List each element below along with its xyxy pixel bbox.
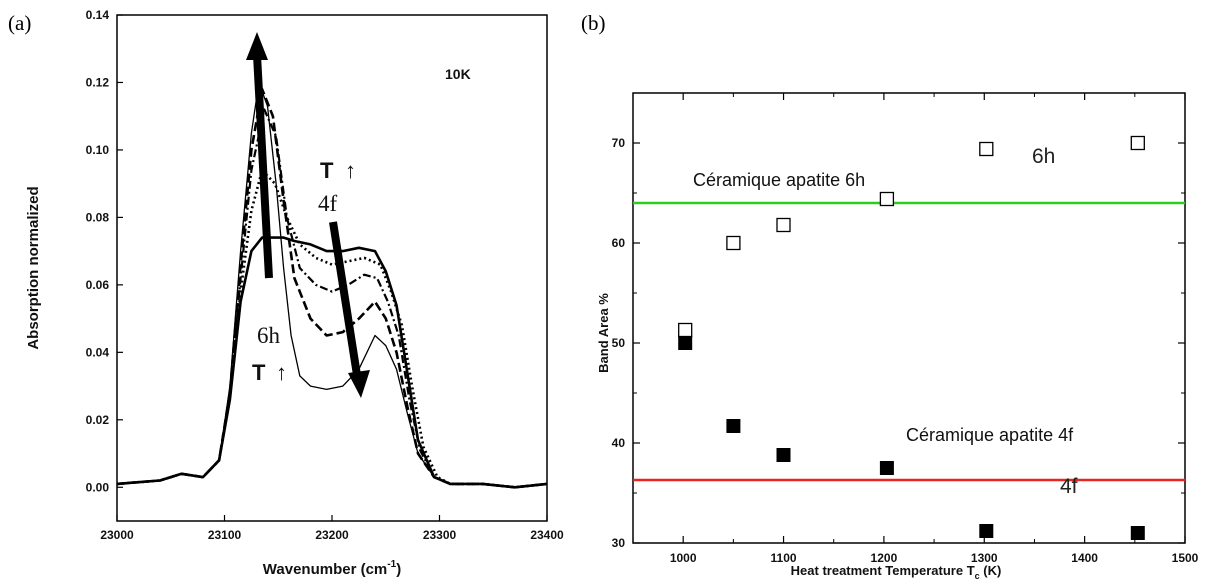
ref-label-6h: Céramique apatite 6h [693, 170, 865, 190]
label-6h-a: 6h [257, 323, 281, 348]
x-tick-label-a-4: 23400 [530, 528, 564, 542]
chart-panel-a: (a) 23000 23100 23200 23300 23400 0.00 0.02 0.0… [8, 8, 564, 578]
x-tick-label-b-4: 1400 [1071, 551, 1098, 565]
spectrum-line-1 [116, 81, 548, 488]
label-4f-a: 4f [318, 191, 338, 216]
x-tick-label-b-1: 1100 [771, 551, 797, 565]
y-tick-label-b-3: 60 [612, 236, 626, 250]
y-tick-label-a-6: 0.12 [86, 75, 110, 89]
y-tick-label-a-3: 0.06 [86, 278, 110, 292]
y-axis-label-a: Absorption normalized [25, 186, 42, 349]
ref-label-4f: Céramique apatite 4f [906, 425, 1074, 445]
y-tick-label-a-0: 0.00 [86, 480, 110, 494]
arrow-4f-down-head [348, 370, 370, 398]
y-axis-label-b: Band Area % [596, 293, 611, 373]
x-tick-label-b-5: 1500 [1172, 551, 1199, 565]
spectra-curves [116, 81, 548, 489]
axis-ticks-b: 1000 1100 1200 1300 1400 1500 30 40 50 60 70 [612, 93, 1199, 565]
x-axis-label-b: Heat treatment Temperature Tc (K) [791, 563, 1002, 581]
series-label-6h: 6h [1032, 145, 1055, 168]
spectrum-line-2 [116, 87, 548, 489]
arrows-a [246, 32, 370, 398]
x-tick-label-b-3: 1300 [971, 551, 998, 565]
x-tick-label-b-0: 1000 [670, 551, 697, 565]
axis-ticks-a: 23000 23100 23200 23300 23400 0.00 0.02 0.04 0.0… [86, 8, 564, 542]
y-tick-label-a-2: 0.04 [86, 345, 110, 359]
scatter-point-6h-5 [1130, 135, 1145, 151]
scatter-point-4f-5 [1130, 526, 1145, 540]
scatter-point-6h-4 [979, 141, 994, 157]
scatter-point-6h-2 [776, 217, 791, 233]
x-tick-label-a-3: 23300 [423, 528, 457, 542]
x-tick-label-a-2: 23200 [315, 528, 349, 542]
plot-frame-a [116, 14, 548, 522]
scatter-point-4f-1 [726, 419, 741, 433]
t-arrow-label-lower: T [252, 360, 266, 385]
up-arrow-icon-lower: ↑ [276, 360, 287, 385]
scatter-point-6h-3 [879, 191, 895, 207]
y-tick-label-b-1: 40 [612, 436, 626, 450]
y-tick-label-a-1: 0.02 [86, 413, 110, 427]
arrow-6h-up [253, 54, 273, 279]
reference-lines [633, 201, 1185, 482]
scatter-point-4f-2 [776, 448, 791, 462]
plot-frame-b [632, 92, 1186, 544]
spectrum-line-5 [116, 236, 548, 489]
y-tick-label-a-7: 0.14 [86, 8, 110, 22]
temperature-label: 10K [445, 66, 471, 82]
y-tick-label-a-5: 0.10 [86, 143, 110, 157]
y-tick-label-a-4: 0.08 [86, 210, 110, 224]
t-arrow-label-upper: T [320, 158, 334, 183]
scatter-point-4f-0 [678, 336, 693, 350]
spectrum-line-4 [116, 168, 548, 489]
scatter-point-6h-1 [726, 235, 741, 251]
panel-b-label: (b) [581, 11, 606, 35]
scatter-point-6h-0 [678, 322, 693, 338]
arrow-6h-up-head [246, 32, 268, 60]
x-axis-label-a: Wavenumber (cm-1) [263, 559, 401, 578]
x-tick-label-a-1: 23100 [208, 528, 242, 542]
scatter-point-4f-3 [879, 461, 894, 475]
y-tick-label-b-4: 70 [612, 136, 626, 150]
spectrum-line-3 [116, 108, 548, 489]
y-tick-label-b-2: 50 [612, 336, 626, 350]
arrow-4f-down [329, 221, 361, 376]
scatter-point-4f-4 [979, 524, 994, 538]
scatter-points [678, 135, 1145, 540]
up-arrow-icon-upper: ↑ [345, 158, 356, 183]
x-tick-label-a-0: 23000 [100, 528, 134, 542]
y-tick-label-b-0: 30 [612, 536, 626, 550]
series-label-4f: 4f [1060, 475, 1078, 498]
x-tick-label-b-2: 1200 [871, 551, 898, 565]
panel-a-label: (a) [8, 11, 31, 35]
chart-panel-b: (b) 1000 1100 1200 1300 1400 1500 30 40 50 60 70 C… [581, 11, 1199, 581]
